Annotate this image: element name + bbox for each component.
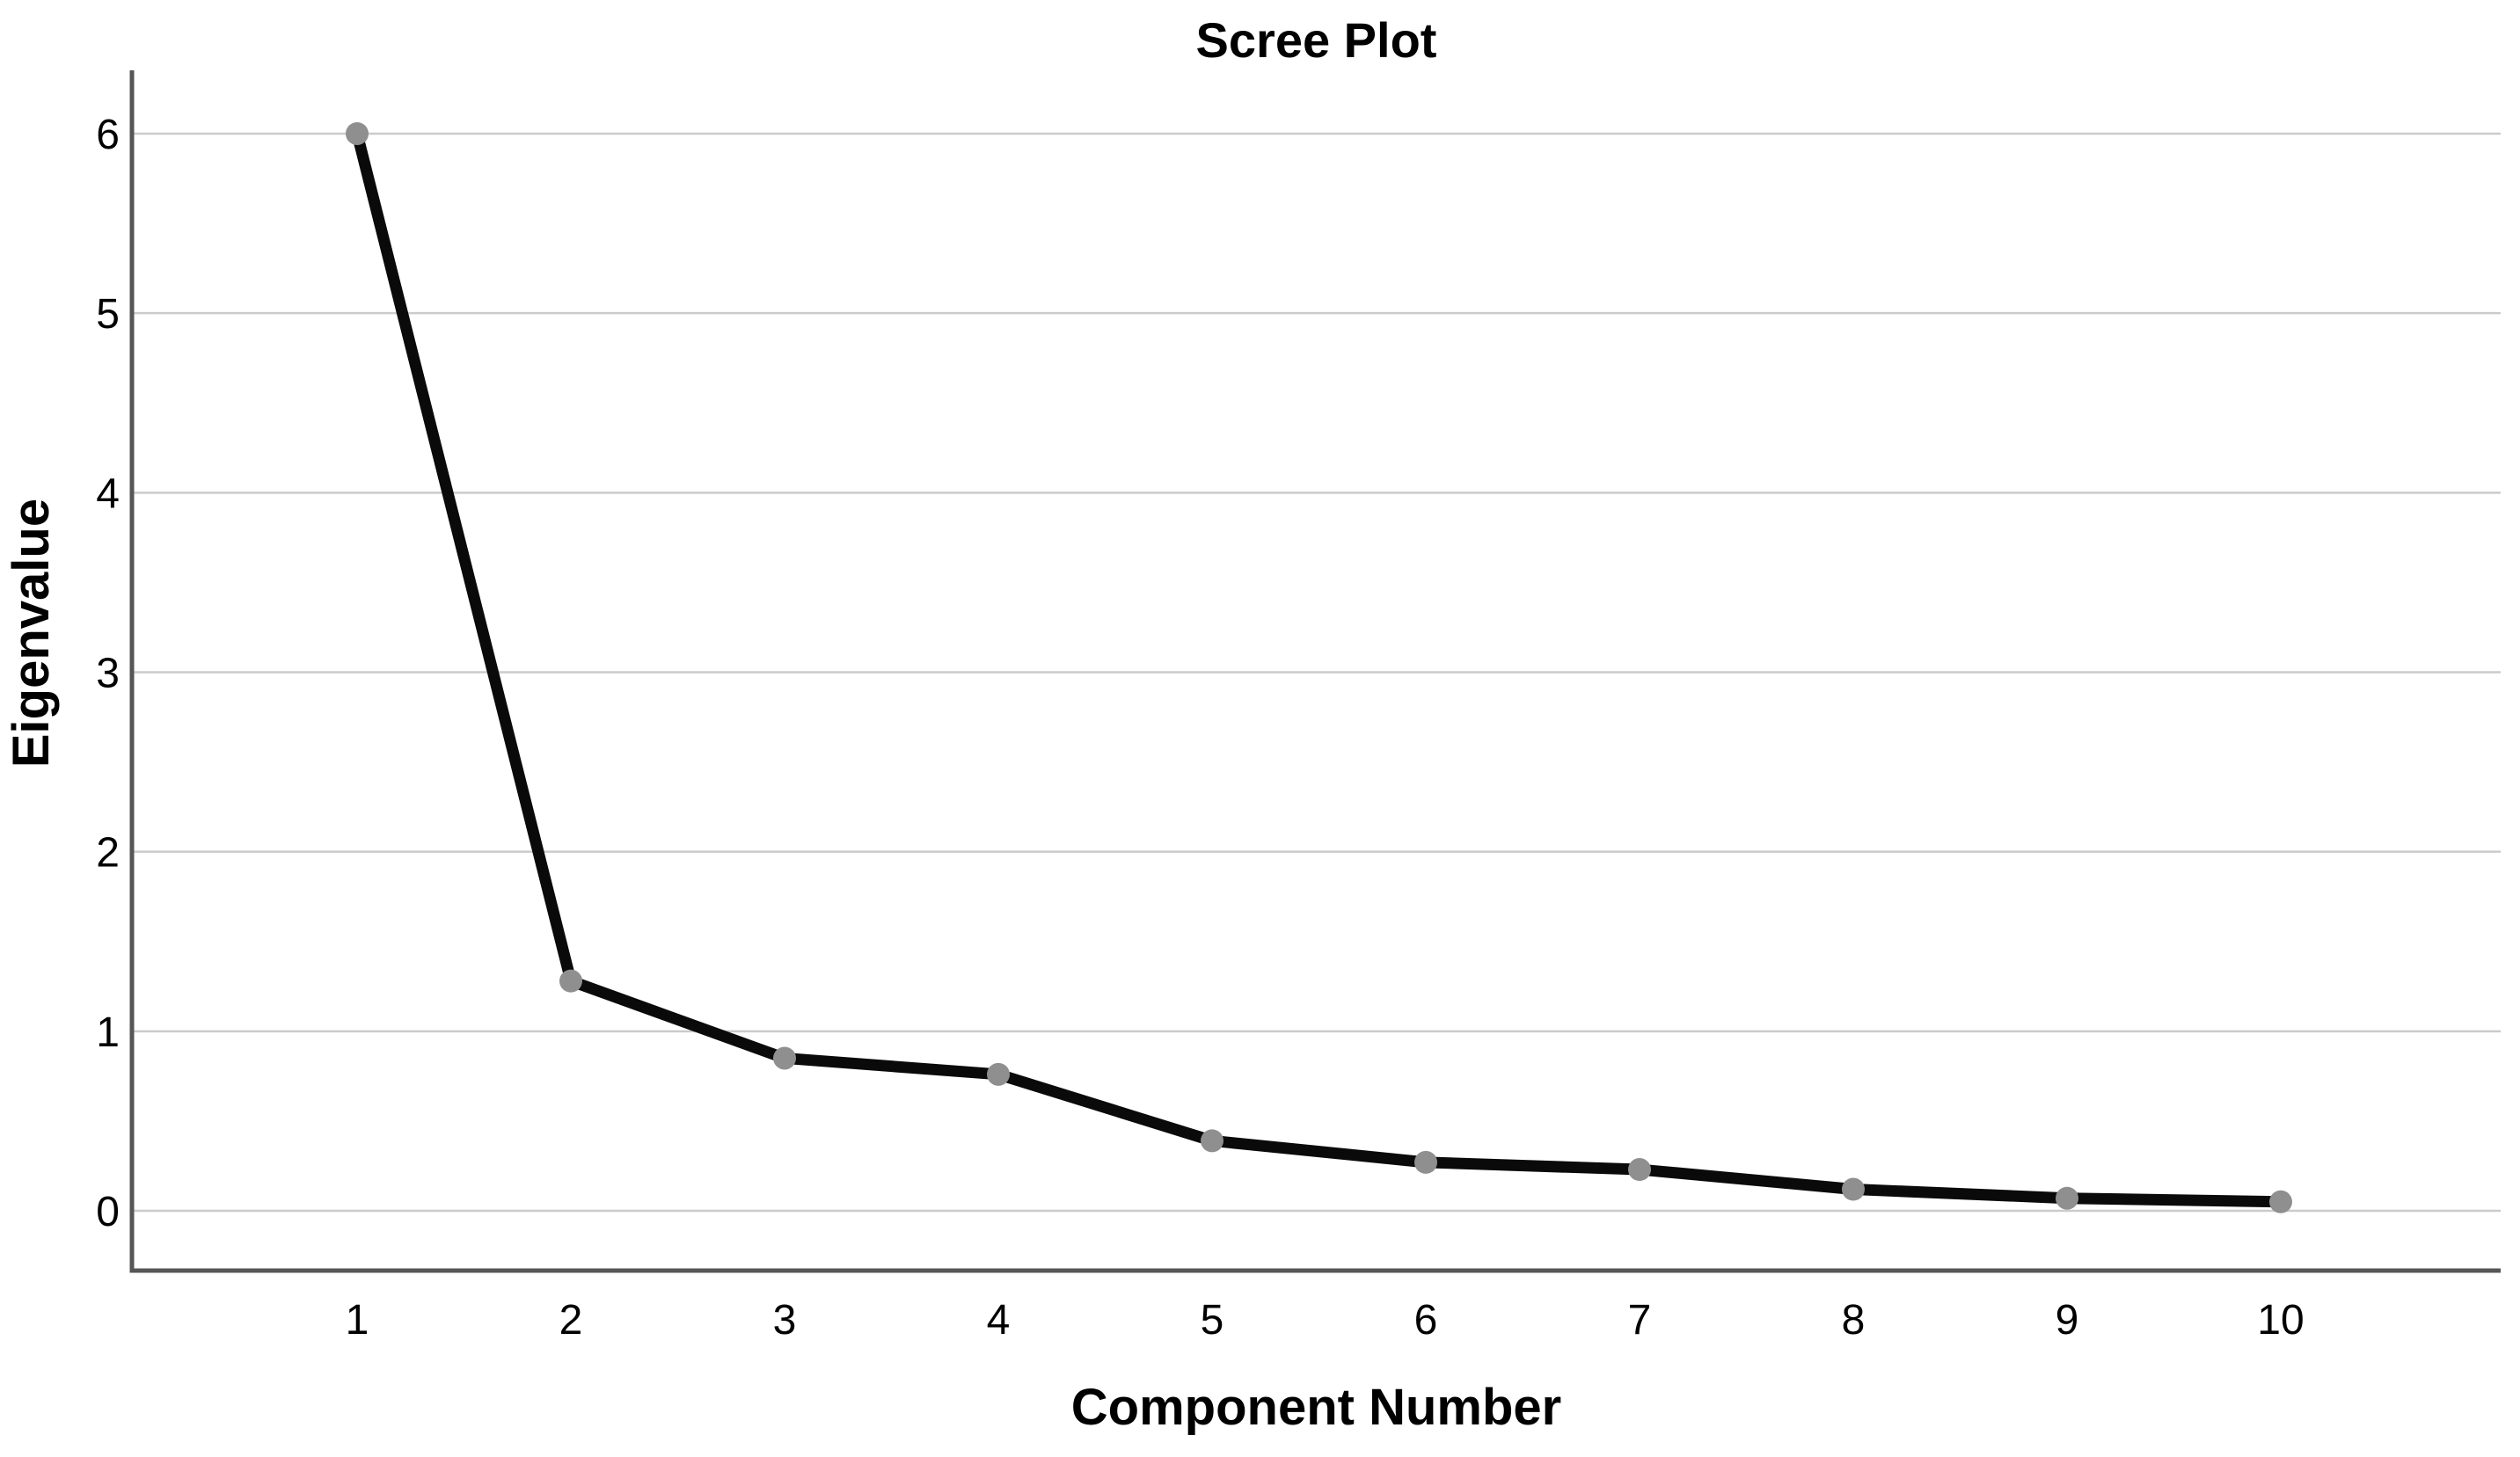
x-tick-label-1: 1 (346, 1297, 369, 1344)
x-tick-label-2: 2 (559, 1297, 583, 1344)
y-tick-label-1: 1 (96, 1009, 120, 1056)
data-point-7 (1628, 1158, 1651, 1182)
data-point-5 (1201, 1129, 1223, 1153)
data-point-8 (1842, 1177, 1865, 1201)
data-point-3 (773, 1046, 796, 1070)
y-tick-label-0: 0 (96, 1189, 120, 1235)
x-tick-label-7: 7 (1628, 1297, 1652, 1344)
x-tick-label-8: 8 (1842, 1297, 1866, 1344)
data-point-6 (1414, 1150, 1437, 1174)
data-point-10 (2269, 1190, 2292, 1213)
data-point-2 (559, 969, 582, 993)
chart-title: Scree Plot (1195, 12, 1437, 68)
y-tick-label-3: 3 (96, 650, 120, 696)
data-point-4 (987, 1062, 1010, 1086)
x-tick-label-6: 6 (1414, 1297, 1438, 1344)
y-tick-label-2: 2 (96, 830, 120, 877)
y-tick-label-5: 5 (96, 291, 120, 338)
scree-line (351, 127, 2287, 1208)
data-point-9 (2056, 1186, 2078, 1210)
x-axis-title: Component Number (1070, 1379, 1562, 1436)
y-axis-title: Eigenvalue (3, 498, 60, 769)
y-tick-label-4: 4 (96, 470, 120, 517)
x-tick-label-3: 3 (773, 1297, 797, 1344)
data-point-1 (346, 121, 369, 145)
y-tick-label-6: 6 (96, 112, 120, 158)
x-tick-label-9: 9 (2056, 1297, 2079, 1344)
x-tick-label-5: 5 (1201, 1297, 1224, 1344)
x-tick-label-4: 4 (987, 1297, 1011, 1344)
x-tick-label-10: 10 (2257, 1297, 2304, 1344)
